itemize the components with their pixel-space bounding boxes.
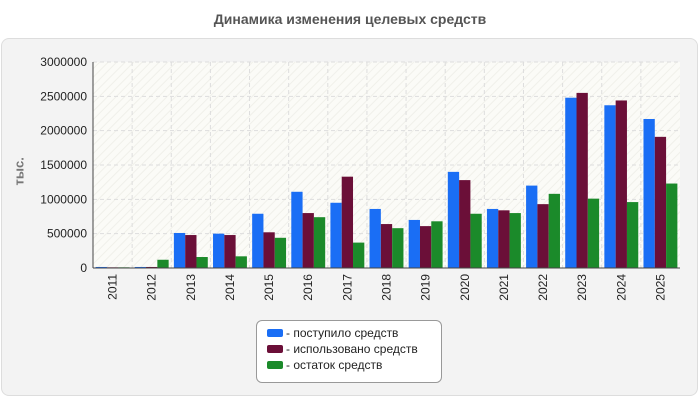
bar-received-2025 [643,118,655,268]
bar-remainder-2025 [666,183,678,268]
legend-swatch-received [267,329,283,337]
y-tick-label: 1000000 [40,192,87,206]
bar-received-2016 [291,191,303,268]
y-tick-label: 2500000 [40,89,87,103]
legend-swatch-remainder [267,361,283,369]
bar-used-2020 [459,180,471,268]
legend-item-used: - использовано средств [267,341,441,357]
bar-received-2011 [95,266,107,268]
bar-received-2022 [526,185,538,268]
y-tick-label: 3000000 [40,55,87,69]
x-tick-label: 2024 [614,274,628,301]
bar-remainder-2021 [509,213,521,268]
x-tick-label: 2016 [301,274,315,301]
bar-received-2017 [330,202,342,268]
x-tick-label: 2022 [536,274,550,301]
bar-remainder-2015 [274,237,287,268]
bar-remainder-2019 [431,221,443,268]
y-tick-label: 0 [80,261,87,275]
legend-item-received: - поступило средств [267,325,441,341]
bar-remainder-2023 [587,198,600,268]
legend-swatch-used [267,345,283,353]
bar-used-2025 [654,136,667,268]
x-tick-label: 2019 [419,274,433,301]
bar-remainder-2020 [470,213,482,268]
bar-remainder-2012 [157,259,169,268]
bar-used-2023 [576,92,588,269]
bar-remainder-2018 [392,228,404,268]
bar-remainder-2017 [353,242,365,268]
bar-received-2021 [486,208,499,268]
x-tick-label: 2023 [575,274,589,301]
bar-used-2012 [146,266,158,268]
x-tick-label: 2018 [380,274,394,301]
bar-used-2015 [263,232,275,268]
bar-remainder-2016 [313,217,326,268]
legend-label-remainder: - остаток средств [286,358,383,372]
bar-used-2022 [537,204,549,268]
x-tick-label: 2020 [458,274,472,301]
legend-label-received: - поступило средств [286,326,399,340]
chart-title: Динамика изменения целевых средств [213,11,487,27]
x-tick-label: 2025 [653,274,667,301]
bar-received-2018 [369,208,381,268]
bar-remainder-2024 [626,202,639,268]
x-tick-label: 2015 [262,274,276,301]
bar-received-2015 [252,213,264,268]
x-tick-label: 2014 [223,274,237,301]
bar-used-2019 [419,226,432,268]
bar-used-2016 [302,213,314,268]
x-tick-label: 2011 [106,274,120,300]
bar-remainder-2014 [235,256,247,268]
bar-received-2023 [565,97,577,268]
x-tick-label: 2013 [184,274,198,301]
bar-received-2014 [213,233,225,268]
bar-remainder-2013 [196,257,208,268]
bar-used-2024 [615,100,627,268]
legend: - поступило средств - использовано средс… [256,320,442,383]
legend-item-remainder: - остаток средств [267,357,441,373]
x-tick-label: 2021 [497,274,511,301]
bar-received-2020 [447,171,460,268]
y-axis-label: тыс. [11,157,27,186]
bar-used-2013 [185,235,197,268]
bar-received-2012 [134,266,147,268]
bar-used-2018 [380,224,393,268]
legend-label-used: - использовано средств [286,342,418,356]
bar-received-2024 [604,105,616,268]
bar-received-2019 [408,219,420,268]
y-tick-label: 2000000 [40,124,87,138]
y-tick-label: 500000 [47,227,87,241]
y-tick-label: 1500000 [40,158,87,172]
x-tick-label: 2017 [340,274,354,301]
bar-used-2017 [341,176,354,268]
bar-used-2021 [498,210,510,268]
bar-remainder-2022 [548,193,560,268]
bar-used-2014 [224,235,236,268]
bar-received-2013 [173,232,186,268]
x-tick-label: 2012 [145,274,159,301]
